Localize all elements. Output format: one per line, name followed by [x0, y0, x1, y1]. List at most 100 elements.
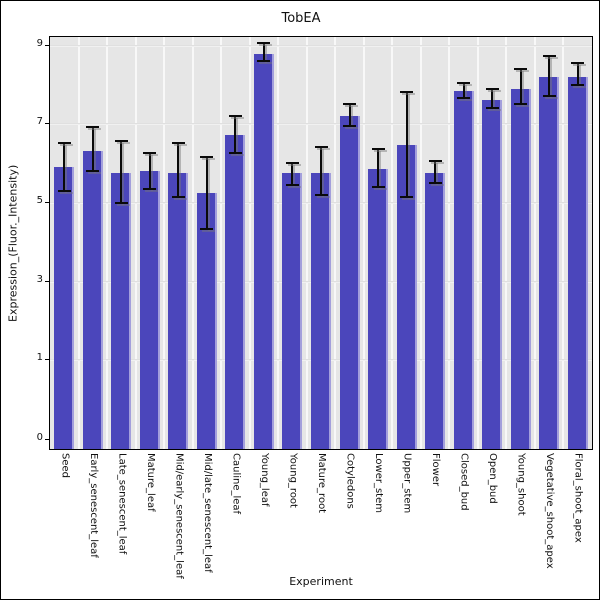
error-bar-cap-bottom [285, 184, 299, 187]
error-bar-cap-bottom [171, 196, 185, 199]
bar-Cotyledons [339, 115, 360, 449]
vertical-gridline [134, 37, 137, 449]
error-bar-cap-bottom [400, 196, 414, 199]
error-bar-line [120, 141, 123, 204]
x-tick-label: Upper_stem [401, 453, 413, 514]
horizontal-gridline [50, 122, 592, 125]
error-bar-cap-top [143, 152, 157, 155]
error-bar-line [91, 127, 94, 172]
error-bar-line [548, 55, 551, 97]
bar-Lower_stem [368, 169, 389, 449]
bar-Cauline_leaf [225, 135, 246, 449]
y-tick-label: 3 [36, 273, 43, 285]
x-tick-label: Closed_bud [458, 453, 470, 511]
vertical-gridline [163, 37, 166, 449]
error-bar-cap-bottom [571, 83, 585, 86]
error-bar-cap-bottom [457, 97, 471, 100]
vertical-gridline [391, 37, 394, 449]
x-axis-label: Experiment [289, 575, 353, 588]
error-bar-cap-bottom [314, 194, 328, 197]
vertical-gridline [334, 37, 337, 449]
error-bar-cap-top [343, 103, 357, 106]
error-bar-line [576, 63, 579, 85]
bar-Young_shoot [510, 88, 531, 449]
error-bar-line [462, 82, 465, 99]
vertical-gridline [248, 37, 251, 449]
error-bar-cap-top [57, 142, 71, 145]
y-tick-mark [45, 44, 49, 46]
plot-area [49, 36, 593, 450]
error-bar-line [491, 88, 494, 108]
x-tick-label: Mid/early_senescent_leaf [173, 453, 185, 579]
x-tick-label: Late_senescent_leaf [116, 453, 128, 555]
error-bar-line [320, 147, 322, 196]
error-bar-cap-top [457, 81, 471, 84]
vertical-gridline [305, 37, 308, 449]
bar-Closed_bud [453, 90, 474, 449]
y-tick-label: 9 [36, 37, 43, 49]
vertical-gridline [191, 37, 194, 449]
vertical-gridline [448, 37, 451, 449]
x-tick-label: Flower [430, 453, 442, 487]
error-bar-line [377, 149, 380, 188]
error-bar-cap-top [400, 91, 414, 94]
x-tick-label: Mid/late_senescent_leaf [201, 453, 213, 573]
error-bar-cap-bottom [257, 60, 271, 63]
error-bar-cap-bottom [143, 188, 157, 191]
vertical-gridline [220, 37, 223, 449]
bar-Mature_root [311, 173, 331, 449]
error-bar-cap-bottom [371, 186, 385, 189]
error-bar-line [262, 42, 265, 62]
x-tick-label: Young_root [287, 453, 299, 508]
x-tick-label: Lower_stem [373, 453, 385, 513]
error-bar-cap-top [571, 62, 585, 65]
error-bar-cap-bottom [114, 202, 128, 205]
error-bar-cap-top [171, 142, 185, 145]
error-bar-line [205, 157, 208, 229]
error-bar-cap-top [200, 156, 214, 159]
x-tick-label: Mature_root [316, 453, 327, 514]
error-bar-line [434, 161, 437, 184]
error-bar-cap-top [485, 87, 499, 90]
y-tick-label: 1 [36, 352, 43, 364]
error-bar-line [234, 115, 237, 154]
error-bar-line [405, 92, 408, 198]
error-bar-cap-top [542, 54, 556, 57]
x-tick-label: Seed [59, 453, 71, 478]
vertical-gridline [562, 37, 565, 449]
y-tick-mark [45, 280, 49, 282]
vertical-gridline [505, 37, 508, 449]
error-bar-cap-bottom [86, 170, 100, 173]
error-bar-line [348, 104, 351, 126]
error-bar-cap-top [428, 160, 442, 163]
bar-Flower [425, 173, 446, 449]
error-bar-line [148, 153, 151, 190]
error-bar-cap-top [371, 148, 385, 151]
vertical-gridline [362, 37, 365, 449]
error-bar-cap-top [285, 162, 299, 165]
error-bar-cap-top [257, 41, 271, 44]
vertical-gridline [476, 37, 479, 449]
bar-Mid/early_senescent_leaf [168, 173, 189, 449]
x-tick-label: Open_bud [487, 453, 499, 504]
x-tick-label: Early_senescent_leaf [87, 453, 99, 558]
bar-Upper_stem [396, 145, 417, 449]
bar-Mature_leaf [139, 171, 160, 449]
x-tick-label: Cauline_leaf [230, 453, 242, 515]
error-bar-line [519, 69, 522, 105]
error-bar-cap-bottom [542, 95, 556, 98]
y-tick-mark [45, 438, 49, 440]
x-tick-label: Cotyledons [344, 453, 356, 509]
bar-Floral_shoot_apex [567, 76, 588, 449]
x-tick-label: Young_shoot [515, 453, 527, 516]
y-tick-mark [45, 202, 49, 204]
x-tick-label: Vegetative_shoot_apex [544, 453, 556, 569]
y-tick-mark [45, 122, 49, 124]
bar-Young_root [282, 173, 303, 449]
horizontal-gridline [50, 44, 592, 47]
x-tick-label: Floral_shoot_apex [572, 453, 584, 543]
x-tick-label: Mature_leaf [144, 453, 156, 512]
bar-Seed [54, 167, 75, 449]
error-bar-line [63, 143, 66, 192]
vertical-gridline [106, 37, 109, 449]
